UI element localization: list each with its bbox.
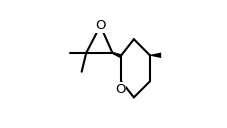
Text: O: O (95, 19, 106, 32)
Text: O: O (115, 83, 125, 96)
Polygon shape (150, 52, 161, 58)
